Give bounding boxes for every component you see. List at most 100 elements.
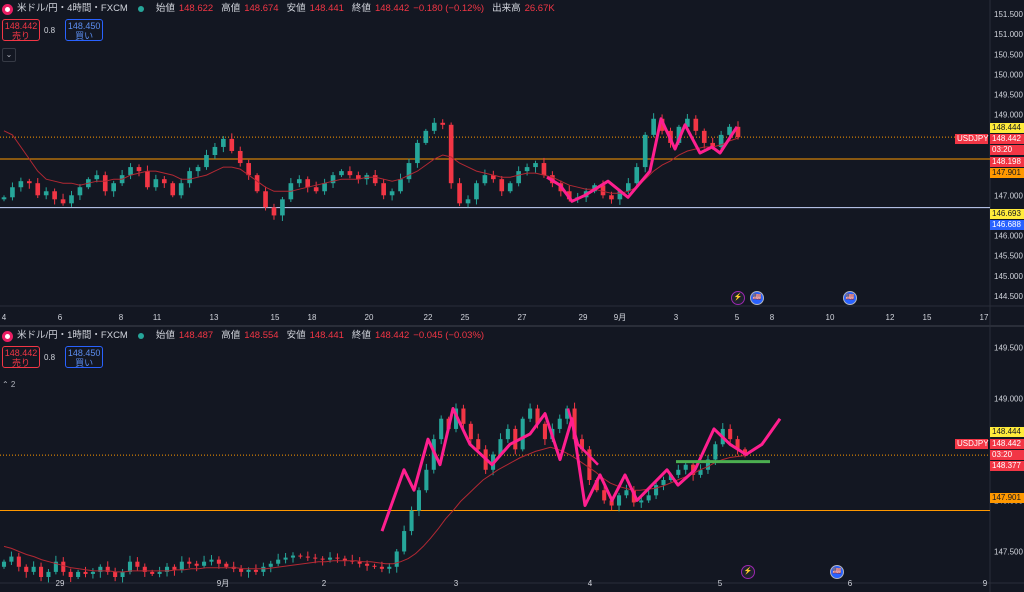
x-tick-label: 8 [770, 313, 775, 322]
price-tag: 148.442 [990, 439, 1024, 449]
candle-body [179, 561, 184, 570]
x-tick-label: 6 [58, 313, 63, 322]
candle-body [120, 571, 125, 577]
candle-body [356, 175, 361, 180]
projection-drawing [566, 408, 599, 466]
x-tick-label: 29 [579, 313, 588, 322]
y-tick-label: 145.000 [994, 272, 1023, 281]
candle-body [246, 163, 251, 176]
candle-body [507, 183, 513, 192]
candle-body [330, 175, 336, 184]
candle-body [609, 195, 614, 200]
candle-body [474, 183, 479, 200]
candle-body [431, 122, 437, 131]
candle-body [153, 179, 159, 188]
candle-body [77, 187, 83, 196]
us-flag-icon[interactable]: 🇺🇸 [843, 291, 857, 305]
market-open-icon [137, 6, 144, 12]
y-tick-label: 150.500 [994, 50, 1023, 59]
candle-body [135, 561, 140, 567]
candle-body [253, 569, 258, 572]
buy-label: 買い [75, 358, 94, 368]
chevron-down-icon[interactable]: ⌄ [2, 48, 16, 62]
us-flag-icon[interactable]: 🇺🇸 [750, 291, 764, 305]
buy-button[interactable]: 148.450 買い [65, 19, 104, 41]
candle-body [18, 181, 24, 188]
candle-body [710, 142, 716, 147]
x-tick-label: 29 [56, 579, 65, 588]
sell-button[interactable]: 148.442 売り [2, 19, 40, 41]
candle-body [520, 418, 525, 450]
candle-body [9, 556, 14, 562]
buy-label: 買い [75, 31, 94, 41]
candle-body [39, 566, 44, 577]
candle-body [727, 126, 732, 135]
candle-body [624, 490, 629, 496]
price-tag: 147.901 [990, 168, 1024, 178]
candle-body [528, 408, 533, 419]
y-tick-label: 147.500 [994, 547, 1023, 556]
candle-body [533, 163, 538, 168]
candle-body [398, 179, 403, 192]
symbol-title[interactable]: 米ドル/円・1時間・FXCM [17, 330, 128, 341]
candle-body [499, 179, 505, 192]
candle-body [53, 561, 58, 572]
price-tag: USDJPY [955, 134, 989, 144]
candle-body [416, 490, 421, 511]
candle-body [26, 181, 32, 184]
candle-body [1, 197, 7, 200]
candle-body [170, 183, 176, 196]
buy-button[interactable]: 148.450 買い [65, 346, 104, 368]
symbol-legend-4h: 米ドル/円・4時間・FXCM 始値 148.622 高値 148.674 安値 148… [2, 2, 555, 16]
price-tag: 03:20 [990, 145, 1024, 155]
x-tick-label: 12 [886, 313, 895, 322]
buy-price: 148.450 [67, 21, 101, 31]
change-value: −0.045 (−0.03%) [413, 330, 485, 341]
spread-value: 0.8 [44, 25, 56, 35]
candle-body [24, 566, 29, 572]
y-tick-label: 146.000 [994, 232, 1023, 241]
price-tag: 148.444 [990, 123, 1024, 133]
x-tick-label: 2 [322, 579, 327, 588]
symbol-title[interactable]: 米ドル/円・4時間・FXCM [17, 3, 128, 14]
x-tick-label: 22 [424, 313, 433, 322]
candle-body [402, 531, 407, 552]
candle-body [565, 408, 570, 419]
price-tag: 148.377 [990, 461, 1024, 471]
candle-body [453, 408, 459, 429]
x-tick-label: 5 [735, 313, 740, 322]
candle-body [639, 500, 644, 503]
candle-body [389, 191, 395, 196]
x-tick-label: 20 [365, 313, 374, 322]
candle-body [271, 207, 277, 216]
candle-body [31, 566, 36, 572]
candle-body [713, 444, 718, 460]
us-flag-icon[interactable]: 🇺🇸 [830, 565, 844, 579]
candle-body [468, 423, 473, 440]
candle-body [16, 556, 21, 567]
trade-buttons-4h: 148.442 売り 0.8 148.450 買い [2, 19, 104, 41]
x-tick-label: 5 [718, 579, 723, 588]
price-tag: 146.693 [990, 209, 1024, 219]
candle-body [651, 118, 656, 135]
candle-body [461, 408, 466, 424]
candle-body [105, 566, 110, 572]
candle-body [254, 175, 260, 192]
sell-button[interactable]: 148.442 売り [2, 346, 40, 368]
pane-divider[interactable] [0, 325, 1024, 327]
chart-canvas-4h[interactable]: 151.500 151.000 150.500 150.000 149.500 149.0… [0, 0, 1024, 326]
collapse-indicators-button[interactable]: ⌃ 2 [2, 380, 16, 389]
candle-body [261, 566, 266, 572]
event-bolt-icon[interactable]: ⚡ [731, 291, 745, 305]
sell-price: 148.442 [4, 348, 38, 358]
event-bolt-icon[interactable]: ⚡ [741, 565, 755, 579]
price-tag: 146.688 [990, 220, 1024, 230]
x-tick-label: 6 [848, 579, 853, 588]
candle-body [172, 566, 177, 570]
chart-pane-4h[interactable]: 151.500 151.000 150.500 150.000 149.500 149.0… [0, 0, 1024, 326]
close-value: 148.442 [374, 3, 410, 14]
symbol-logo-icon [2, 330, 13, 342]
candle-body [145, 171, 150, 188]
